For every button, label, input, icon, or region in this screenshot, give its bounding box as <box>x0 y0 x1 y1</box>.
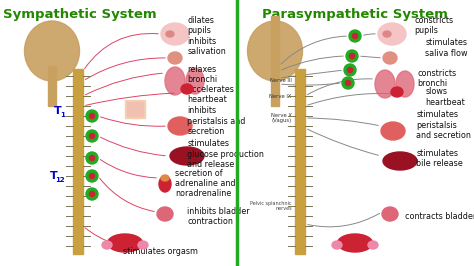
Text: Nerve IX: Nerve IX <box>270 94 292 98</box>
Text: Sympathetic System: Sympathetic System <box>3 8 157 21</box>
Ellipse shape <box>170 147 204 165</box>
Text: 12: 12 <box>55 177 65 183</box>
Ellipse shape <box>186 68 204 94</box>
Text: secretion of
adrenaline and
noradrenaline: secretion of adrenaline and noradrenalin… <box>175 169 236 198</box>
Text: stimulates
peristalsis
and secretion: stimulates peristalsis and secretion <box>416 110 471 140</box>
Bar <box>48 66 56 106</box>
Circle shape <box>349 53 355 59</box>
Circle shape <box>90 114 94 118</box>
Ellipse shape <box>102 241 112 249</box>
Text: T: T <box>50 171 58 181</box>
Text: inhibits bladder
contraction: inhibits bladder contraction <box>187 207 250 226</box>
Ellipse shape <box>168 117 192 135</box>
Ellipse shape <box>181 84 193 94</box>
Ellipse shape <box>168 52 182 64</box>
Text: stimulates orgasm: stimulates orgasm <box>123 247 198 256</box>
Circle shape <box>86 130 98 142</box>
Ellipse shape <box>378 23 406 45</box>
Circle shape <box>349 30 361 42</box>
Ellipse shape <box>383 31 391 37</box>
Text: T: T <box>54 106 62 116</box>
Text: stimulates
saliva flow: stimulates saliva flow <box>425 38 468 57</box>
Ellipse shape <box>391 87 403 97</box>
Circle shape <box>90 134 94 139</box>
Ellipse shape <box>332 241 342 249</box>
Text: slows
heartbeat: slows heartbeat <box>425 88 465 107</box>
Circle shape <box>347 68 353 73</box>
Ellipse shape <box>161 175 169 181</box>
Text: dilates
pupils: dilates pupils <box>187 16 214 35</box>
Ellipse shape <box>383 152 417 170</box>
Circle shape <box>90 192 94 197</box>
Text: inhibits
salivation: inhibits salivation <box>187 37 226 56</box>
Ellipse shape <box>247 21 302 81</box>
Text: inhibits
peristalsis and
secretion: inhibits peristalsis and secretion <box>187 106 246 136</box>
Text: constricts
pupils: constricts pupils <box>415 16 454 35</box>
Bar <box>295 69 305 254</box>
Text: constricts
bronchi: constricts bronchi <box>417 69 456 88</box>
Ellipse shape <box>337 234 373 252</box>
Ellipse shape <box>108 234 143 252</box>
Circle shape <box>90 173 94 178</box>
Ellipse shape <box>165 67 185 95</box>
Ellipse shape <box>375 70 395 98</box>
Ellipse shape <box>368 241 378 249</box>
Text: 1: 1 <box>61 112 65 118</box>
Ellipse shape <box>396 71 414 97</box>
Circle shape <box>86 170 98 182</box>
Ellipse shape <box>25 21 80 81</box>
Circle shape <box>86 110 98 122</box>
Bar <box>125 100 145 118</box>
Circle shape <box>346 81 350 85</box>
Circle shape <box>344 64 356 76</box>
Text: contracts bladder: contracts bladder <box>405 212 474 221</box>
Ellipse shape <box>382 207 398 221</box>
Circle shape <box>90 156 94 160</box>
Circle shape <box>346 50 358 62</box>
Ellipse shape <box>157 207 173 221</box>
Circle shape <box>86 188 98 200</box>
Ellipse shape <box>166 31 174 37</box>
Circle shape <box>86 152 98 164</box>
Text: Nerve III: Nerve III <box>270 78 292 84</box>
Bar <box>127 102 143 116</box>
Text: Pelvic splanchnic
nerves: Pelvic splanchnic nerves <box>250 201 292 211</box>
Text: stimulates
bile release: stimulates bile release <box>416 149 463 168</box>
Text: stimulates
glucose production
and release: stimulates glucose production and releas… <box>187 139 264 169</box>
Text: accelerates
heartbeat: accelerates heartbeat <box>187 85 234 104</box>
Text: Nerve X
(Vagus): Nerve X (Vagus) <box>271 113 292 123</box>
Bar <box>73 69 83 254</box>
Circle shape <box>342 77 354 89</box>
Text: relaxes
bronchi: relaxes bronchi <box>187 65 218 84</box>
Circle shape <box>353 34 357 39</box>
Bar <box>271 16 279 106</box>
Ellipse shape <box>159 176 171 192</box>
Ellipse shape <box>161 23 189 45</box>
Ellipse shape <box>381 122 405 140</box>
Ellipse shape <box>138 241 148 249</box>
Ellipse shape <box>383 52 397 64</box>
Text: Parasympathetic System: Parasympathetic System <box>262 8 448 21</box>
